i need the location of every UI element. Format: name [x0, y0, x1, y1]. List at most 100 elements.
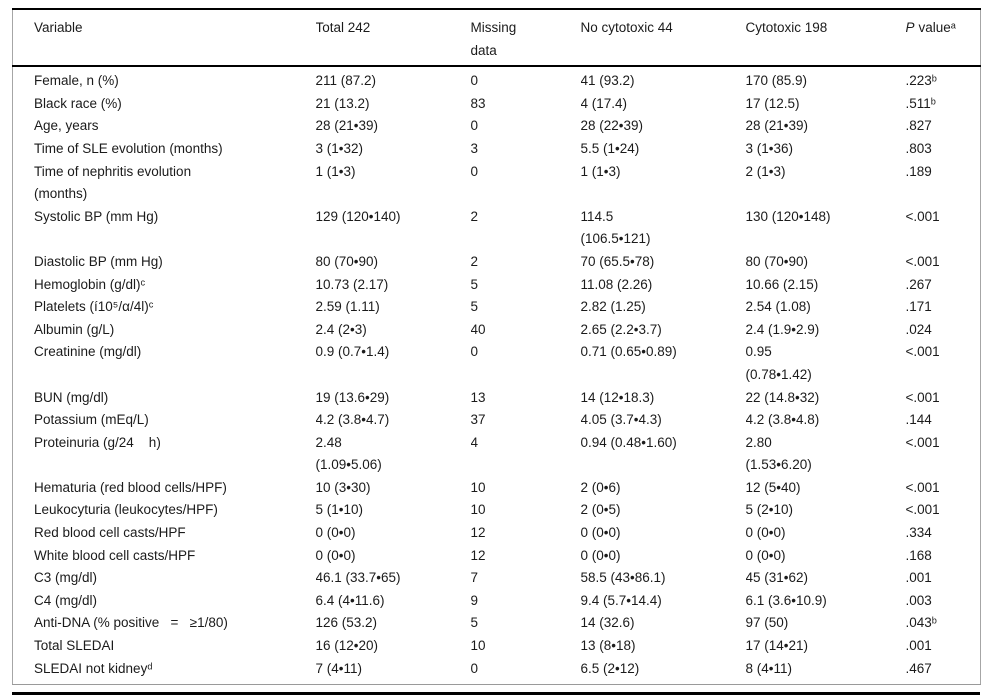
cell-total: 10.73 (2.17)	[315, 276, 389, 292]
cell-variable: Black race (%)	[34, 95, 122, 111]
cell-p-value: .223ᵇ	[905, 73, 937, 89]
cell-no-cytotoxic: 1 (1•3)	[580, 163, 621, 179]
cell-variable: BUN (mg/dl)	[34, 389, 109, 405]
cell-cytotoxic: 8 (4•11)	[745, 660, 793, 676]
cell-p-value: .827	[905, 118, 932, 134]
cell-missing: 0	[470, 73, 479, 89]
cell-total: 129 (120•140)	[315, 208, 401, 224]
cell-cytotoxic: 28 (21•39)	[745, 118, 809, 134]
cell-cytotoxic: 5 (2•10)	[745, 502, 794, 518]
cell-cytotoxic: 2.54 (1.08)	[745, 299, 811, 315]
cell-missing: 37	[470, 412, 486, 428]
cell-variable: Leukocyturia (leukocytes/HPF)	[34, 502, 218, 518]
cell-total: 10 (3•30)	[315, 479, 371, 495]
table-row: White blood cell casts/HPF 0 (0•0) 12 0 (0•…	[13, 545, 981, 568]
cell-no-cytotoxic: 4 (17.4)	[580, 95, 628, 111]
table-row: C4 (mg/dl) 6.4 (4•11.6) 9 9.4 (5.7•14.4) 6.1…	[13, 590, 981, 613]
cell-variable: C3 (mg/dl)	[34, 570, 98, 586]
cell-variable: Creatinine (mg/dl)	[34, 344, 142, 360]
cell-p-value: <.001	[905, 389, 940, 405]
cell-missing: 10	[470, 502, 486, 518]
cell-variable: SLEDAI not kidneyᵈ	[34, 660, 153, 676]
cell-cytotoxic: 2.4 (1.9•2.9)	[745, 321, 820, 337]
table-row: Platelets (í10⁵/α/4l)ᶜ 2.59 (1.11) 5 2.82 (…	[13, 296, 981, 319]
cell-missing: 2	[470, 208, 479, 224]
table-row: Leukocyturia (leukocytes/HPF) 5 (1•10) 10 2…	[13, 499, 981, 522]
table-row: SLEDAI not kidneyᵈ 7 (4•11) 0 6.5 (2•12) 8 (…	[13, 658, 981, 685]
cell-cytotoxic: 80 (70•90)	[745, 253, 809, 269]
cell-missing: 0	[470, 344, 479, 360]
cell-no-cytotoxic: 14 (32.6)	[580, 615, 635, 631]
cell-total: 19 (13.6•29)	[315, 389, 390, 405]
table-row: Time of nephritis evolution (months) 1 (1…	[13, 161, 981, 206]
cell-p-value: .001	[905, 638, 932, 654]
cell-p-value: <.001	[905, 344, 940, 360]
cell-p-value: <.001	[905, 502, 940, 518]
cell-no-cytotoxic: 41 (93.2)	[580, 73, 635, 89]
cell-cytotoxic: 0 (0•0)	[745, 547, 786, 563]
cell-missing: 4	[470, 434, 479, 450]
column-header-missing-data: Missing data	[470, 9, 581, 68]
cell-p-value: .334	[905, 525, 932, 541]
cell-cytotoxic: 10.66 (2.15)	[745, 276, 819, 292]
cell-variable: Female, n (%)	[34, 73, 119, 89]
cell-variable: Time of nephritis evolution (months)	[34, 163, 192, 202]
cell-no-cytotoxic: 0.71 (0.65•0.89)	[580, 344, 677, 360]
cell-missing: 0	[470, 163, 479, 179]
cell-total: 0 (0•0)	[315, 525, 356, 541]
cell-variable: Total SLEDAI	[34, 638, 115, 654]
cell-missing: 5	[470, 276, 479, 292]
cell-p-value: <.001	[905, 208, 940, 224]
cell-cytotoxic: 97 (50)	[745, 615, 789, 631]
table-row: Albumin (g/L) 2.4 (2•3) 40 2.65 (2.2•3.7) 2.…	[13, 319, 981, 342]
p-value-italic-p: P	[905, 20, 915, 35]
cell-cytotoxic: 170 (85.9)	[745, 73, 808, 89]
header-row: Variable Total 242 Missing data No cytot…	[12, 9, 981, 68]
cell-p-value: .189	[905, 163, 932, 179]
cell-p-value: <.001	[905, 434, 940, 450]
cell-cytotoxic: 4.2 (3.8•4.8)	[745, 412, 820, 428]
table-row: BUN (mg/dl) 19 (13.6•29) 13 14 (12•18.3) 22 …	[13, 387, 981, 410]
cell-total: 0 (0•0)	[315, 547, 356, 563]
p-value-label: valueᵃ	[918, 20, 956, 35]
cell-no-cytotoxic: 0.94 (0.48•1.60)	[580, 434, 677, 450]
table-row: Systolic BP (mm Hg) 129 (120•140) 2 114.5 (…	[13, 206, 981, 251]
cell-cytotoxic: 6.1 (3.6•10.9)	[745, 592, 827, 608]
table-row: Proteinuria (g/24 h) 2.48 (1.09•5.06) 4 0.9…	[13, 432, 981, 477]
table-row: Creatinine (mg/dl) 0.9 (0.7•1.4) 0 0.71 (0.…	[13, 341, 981, 386]
table-bottom-rule	[12, 692, 980, 696]
cell-missing: 40	[470, 321, 486, 337]
cell-variable: Proteinuria (g/24 h)	[34, 434, 161, 450]
cell-p-value: .467	[905, 660, 932, 676]
cell-variable: Diastolic BP (mm Hg)	[34, 253, 163, 269]
cell-p-value: .043ᵇ	[905, 615, 937, 631]
cell-p-value: <.001	[905, 253, 940, 269]
cell-total: 2.48 (1.09•5.06)	[315, 434, 382, 473]
cell-cytotoxic: 22 (14.8•32)	[745, 389, 820, 405]
cell-no-cytotoxic: 2 (0•5)	[580, 502, 621, 518]
cell-no-cytotoxic: 2.82 (1.25)	[580, 299, 646, 315]
cell-missing: 0	[470, 118, 479, 134]
cell-no-cytotoxic: 9.4 (5.7•14.4)	[580, 592, 662, 608]
cell-total: 28 (21•39)	[315, 118, 379, 134]
cell-total: 5 (1•10)	[315, 502, 364, 518]
cell-p-value: .003	[905, 592, 932, 608]
table-container: Variable Total 242 Missing data No cytot…	[12, 8, 981, 696]
cell-missing: 3	[470, 140, 479, 156]
cell-variable: Hematuria (red blood cells/HPF)	[34, 479, 227, 495]
cell-p-value: <.001	[905, 479, 940, 495]
cell-cytotoxic: 17 (12.5)	[745, 95, 800, 111]
cell-variable: Hemoglobin (g/dl)ᶜ	[34, 276, 146, 292]
cell-total: 21 (13.2)	[315, 95, 370, 111]
cell-variable: Anti-DNA (% positive = ≥1/80)	[34, 615, 228, 631]
table-row: Age, years 28 (21•39) 0 28 (22•39) 28 (21•39…	[13, 115, 981, 138]
cell-missing: 0	[470, 660, 479, 676]
cell-missing: 5	[470, 299, 479, 315]
column-header-cytotoxic: Cytotoxic 198	[745, 9, 906, 68]
cell-p-value: .171	[905, 299, 932, 315]
cell-total: 7 (4•11)	[315, 660, 363, 676]
cell-no-cytotoxic: 4.05 (3.7•4.3)	[580, 412, 662, 428]
table-row: Anti-DNA (% positive = ≥1/80) 126 (53.2) 5…	[13, 612, 981, 635]
cell-missing: 12	[470, 547, 486, 563]
